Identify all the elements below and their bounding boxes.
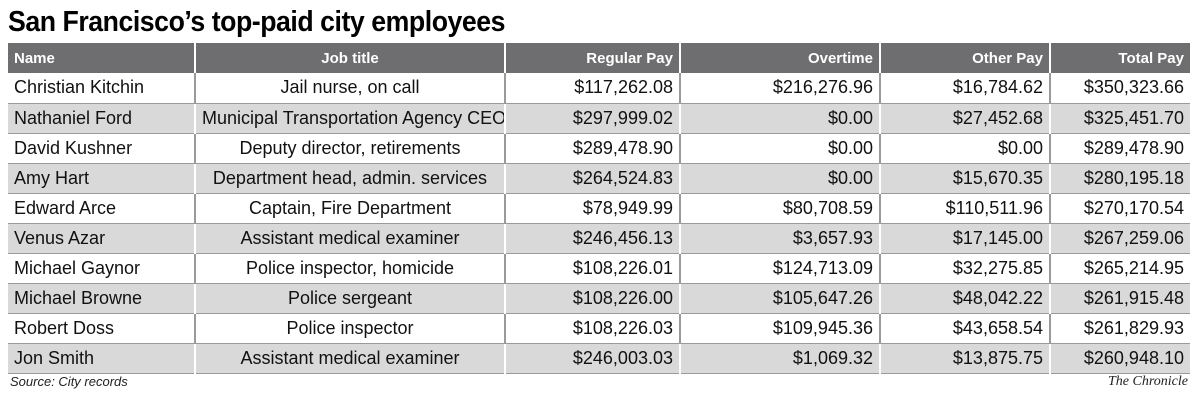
column-header-total-pay: Total Pay bbox=[1118, 49, 1184, 67]
cell-regular-pay: $108,226.03 bbox=[505, 313, 681, 343]
cell-other-pay: $110,511.96 bbox=[880, 193, 1051, 223]
cell-job-title: Assistant medical examiner bbox=[195, 343, 506, 373]
cell-regular-pay: $108,226.01 bbox=[505, 253, 681, 283]
cell-regular-pay: $264,524.83 bbox=[505, 163, 681, 193]
cell-other-pay: $32,275.85 bbox=[880, 253, 1051, 283]
cell-regular-pay: $246,456.13 bbox=[505, 223, 681, 253]
table-row: Michael Browne Police sergeant $108,226.… bbox=[8, 283, 1190, 313]
cell-regular-pay: $297,999.02 bbox=[505, 103, 681, 133]
cell-regular-pay: $246,003.03 bbox=[505, 343, 681, 373]
table-header-row: Name Job title Regular Pay Overtime Othe… bbox=[8, 43, 1190, 73]
column-header-job-title: Job title bbox=[195, 43, 506, 73]
table-row: Nathaniel Ford Municipal Transportation … bbox=[8, 103, 1190, 133]
cell-total-pay: $261,829.93 bbox=[1083, 317, 1184, 338]
cell-total-pay: $325,451.70 bbox=[1083, 107, 1184, 128]
salary-table: Name Job title Regular Pay Overtime Othe… bbox=[8, 43, 1190, 374]
column-header-name: Name bbox=[8, 43, 196, 73]
cell-regular-pay: $108,226.00 bbox=[505, 283, 681, 313]
cell-total-pay: $267,259.06 bbox=[1083, 227, 1184, 248]
cell-overtime: $3,657.93 bbox=[680, 223, 881, 253]
table-row: Venus Azar Assistant medical examiner $2… bbox=[8, 223, 1190, 253]
cell-total-pay: $350,323.66 bbox=[1083, 77, 1184, 98]
cell-total-pay: $289,478.90 bbox=[1083, 137, 1184, 158]
cell-total-pay: $260,948.10 bbox=[1083, 347, 1184, 368]
table-row: David Kushner Deputy director, retiremen… bbox=[8, 133, 1190, 163]
cell-overtime: $0.00 bbox=[680, 163, 881, 193]
cell-name: Amy Hart bbox=[8, 163, 196, 193]
cell-name: Jon Smith bbox=[8, 343, 196, 373]
cell-job-title: Municipal Transportation Agency CEO bbox=[195, 103, 506, 133]
cell-total-pay: $280,195.18 bbox=[1083, 167, 1184, 188]
cell-name: Nathaniel Ford bbox=[8, 103, 196, 133]
cell-regular-pay: $117,262.08 bbox=[505, 73, 681, 103]
publication-credit: The Chronicle bbox=[1108, 374, 1188, 389]
cell-other-pay: $48,042.22 bbox=[880, 283, 1051, 313]
cell-other-pay: $16,784.62 bbox=[880, 73, 1051, 103]
cell-other-pay: $0.00 bbox=[880, 133, 1051, 163]
table-row: Amy Hart Department head, admin. service… bbox=[8, 163, 1190, 193]
cell-overtime: $0.00 bbox=[680, 133, 881, 163]
table-row: Robert Doss Police inspector $108,226.03… bbox=[8, 313, 1190, 343]
column-header-regular-pay: Regular Pay bbox=[505, 43, 681, 73]
cell-name: Edward Arce bbox=[8, 193, 196, 223]
cell-job-title: Deputy director, retirements bbox=[195, 133, 506, 163]
cell-other-pay: $27,452.68 bbox=[880, 103, 1051, 133]
cell-other-pay: $15,670.35 bbox=[880, 163, 1051, 193]
cell-other-pay: $13,875.75 bbox=[880, 343, 1051, 373]
cell-overtime: $1,069.32 bbox=[680, 343, 881, 373]
cell-job-title: Assistant medical examiner bbox=[195, 223, 506, 253]
cell-total-pay: $261,915.48 bbox=[1083, 287, 1184, 308]
cell-job-title: Police sergeant bbox=[195, 283, 506, 313]
cell-name: David Kushner bbox=[8, 133, 196, 163]
cell-regular-pay: $289,478.90 bbox=[505, 133, 681, 163]
page-title: San Francisco’s top-paid city employees bbox=[8, 6, 506, 38]
cell-name: Michael Browne bbox=[8, 283, 196, 313]
cell-name: Venus Azar bbox=[8, 223, 196, 253]
cell-job-title: Police inspector, homicide bbox=[195, 253, 506, 283]
table-row: Jon Smith Assistant medical examiner $24… bbox=[8, 343, 1190, 373]
cell-total-pay: $265,214.95 bbox=[1083, 257, 1184, 278]
cell-name: Robert Doss bbox=[8, 313, 196, 343]
cell-overtime: $109,945.36 bbox=[680, 313, 881, 343]
cell-overtime: $124,713.09 bbox=[680, 253, 881, 283]
cell-overtime: $0.00 bbox=[680, 103, 881, 133]
cell-job-title: Department head, admin. services bbox=[195, 163, 506, 193]
cell-job-title: Captain, Fire Department bbox=[195, 193, 506, 223]
cell-other-pay: $17,145.00 bbox=[880, 223, 1051, 253]
cell-job-title: Police inspector bbox=[195, 313, 506, 343]
cell-overtime: $80,708.59 bbox=[680, 193, 881, 223]
cell-total-pay: $270,170.54 bbox=[1083, 197, 1184, 218]
table-row: Edward Arce Captain, Fire Department $78… bbox=[8, 193, 1190, 223]
cell-overtime: $216,276.96 bbox=[680, 73, 881, 103]
table-row: Christian Kitchin Jail nurse, on call $1… bbox=[8, 73, 1190, 103]
cell-name: Michael Gaynor bbox=[8, 253, 196, 283]
cell-name: Christian Kitchin bbox=[8, 73, 196, 103]
table-row: Michael Gaynor Police inspector, homicid… bbox=[8, 253, 1190, 283]
cell-overtime: $105,647.26 bbox=[680, 283, 881, 313]
cell-job-title: Jail nurse, on call bbox=[195, 73, 506, 103]
source-note: Source: City records bbox=[10, 374, 128, 389]
column-header-overtime: Overtime bbox=[680, 43, 881, 73]
cell-other-pay: $43,658.54 bbox=[880, 313, 1051, 343]
column-header-other-pay: Other Pay bbox=[880, 43, 1051, 73]
cell-regular-pay: $78,949.99 bbox=[505, 193, 681, 223]
